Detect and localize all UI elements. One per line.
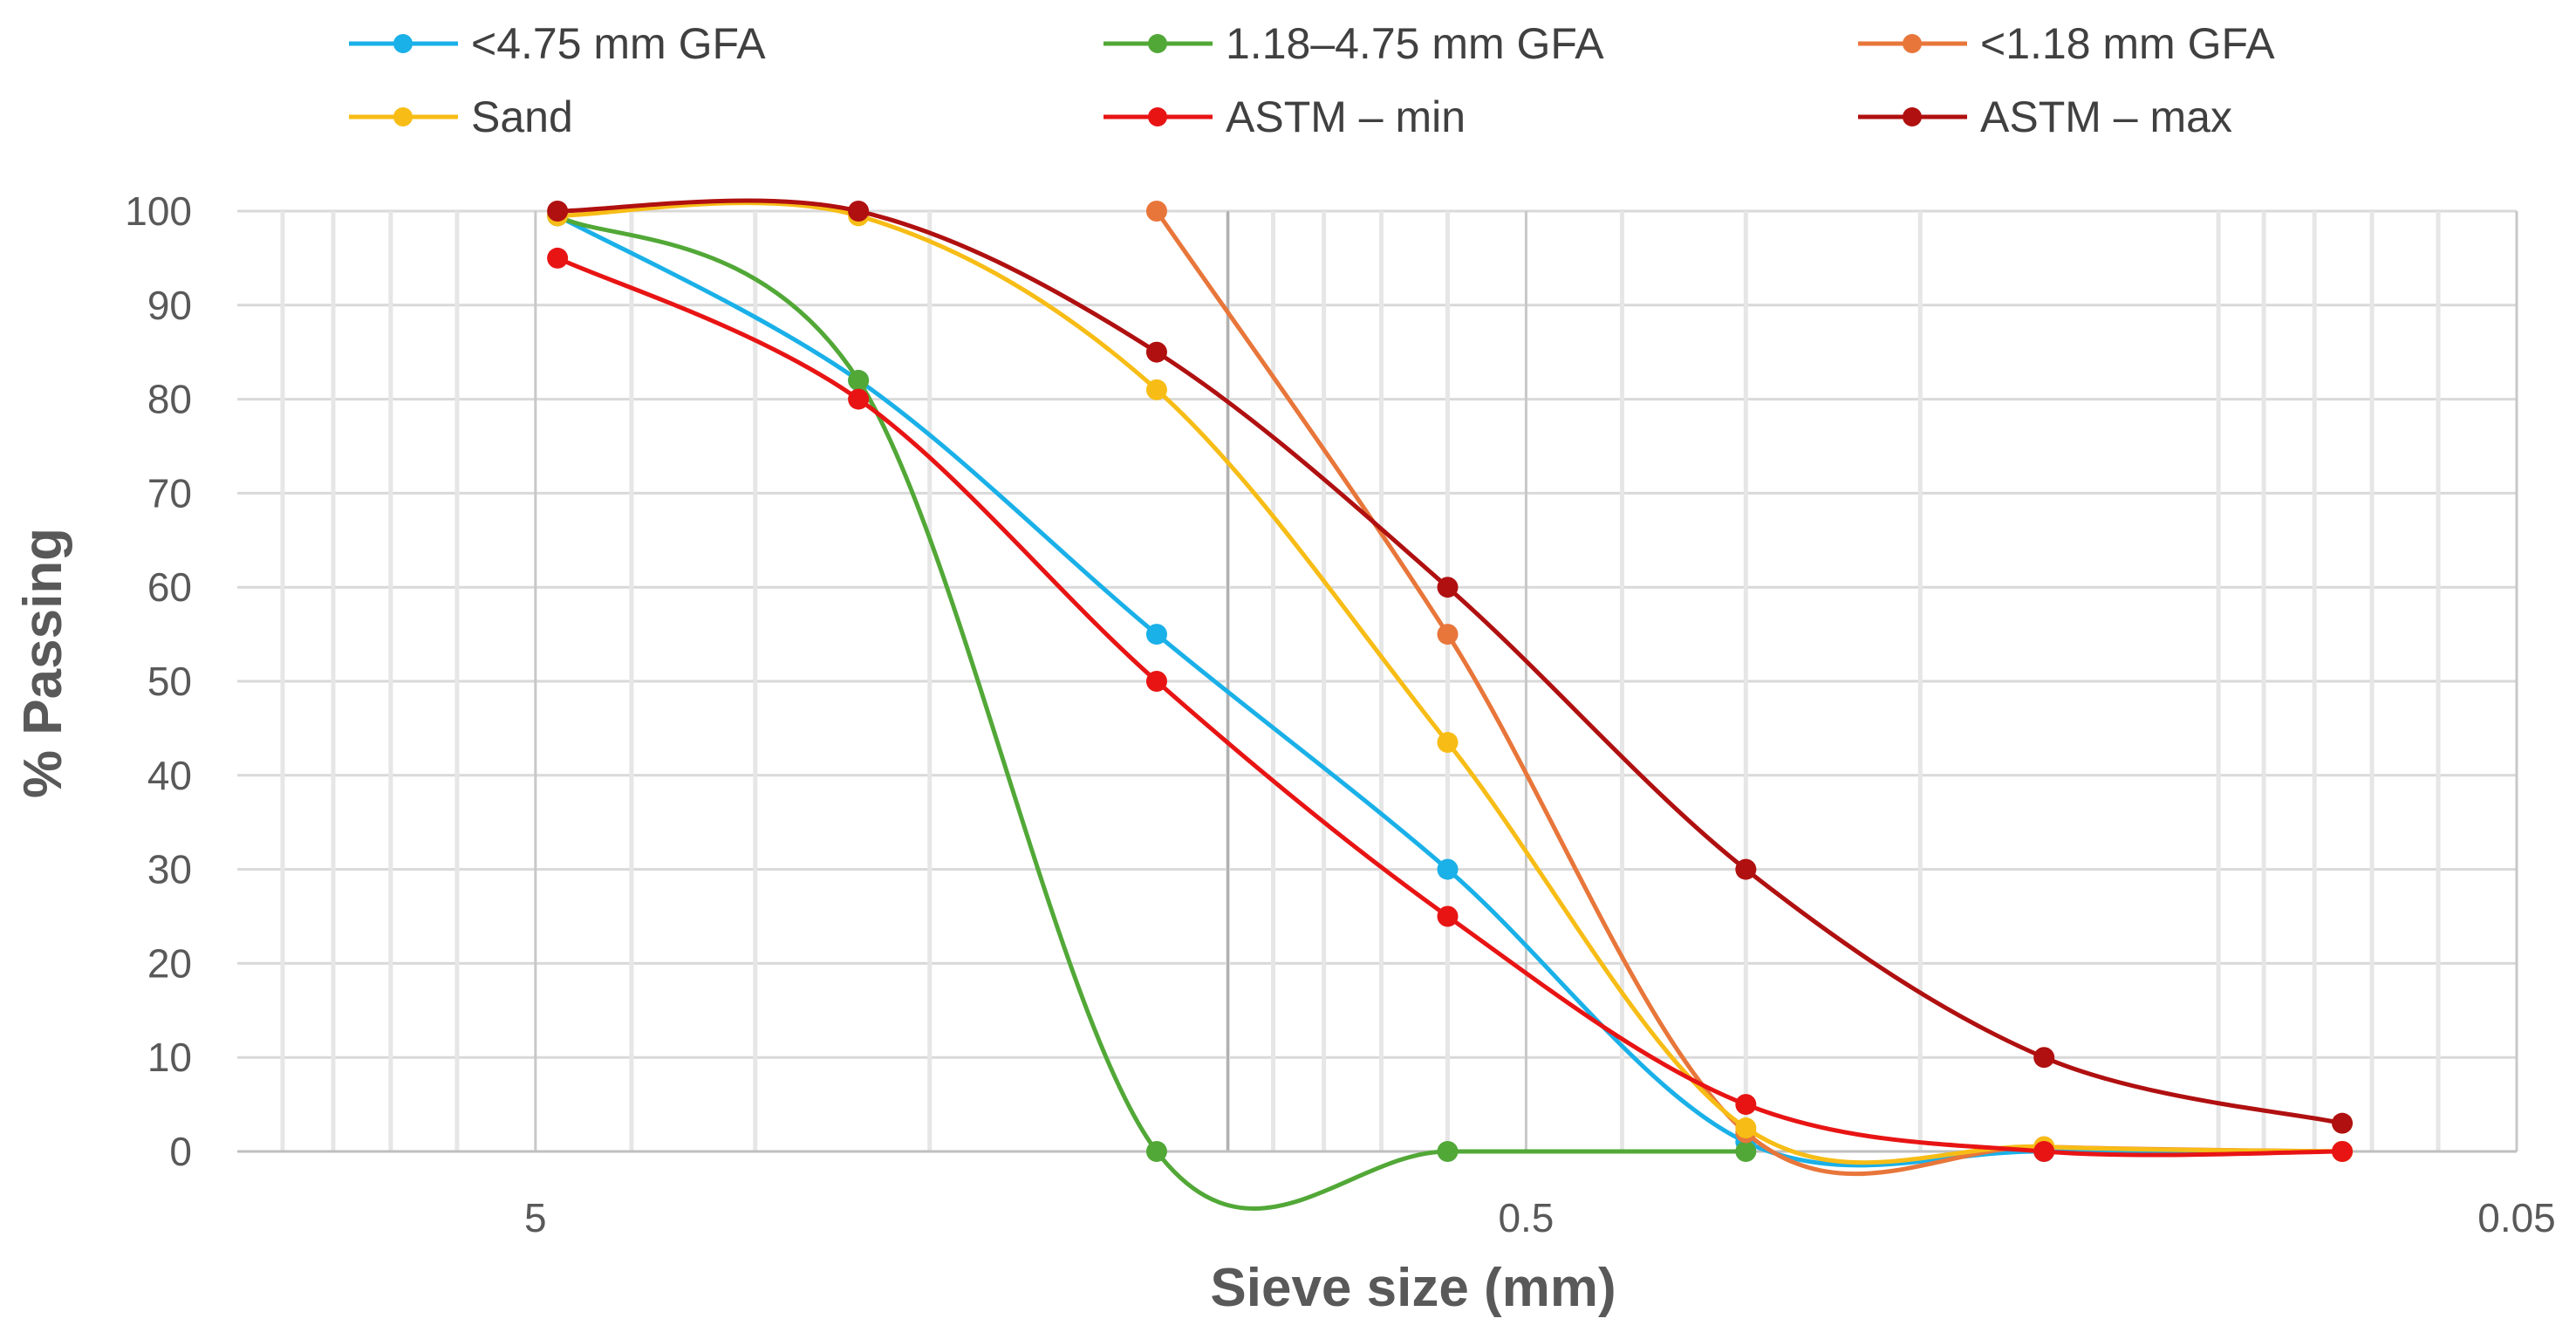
- legend-label: Sand: [471, 92, 573, 141]
- legend-item-astm-max: ASTM – max: [1858, 92, 2232, 141]
- legend-label: <1.18 mm GFA: [1980, 19, 2275, 68]
- data-point: [1437, 858, 1459, 880]
- data-point: [1437, 624, 1459, 646]
- data-point: [1437, 732, 1459, 754]
- y-tick-label: 100: [125, 188, 192, 234]
- data-point: [1145, 1141, 1167, 1162]
- x-axis-title: Sieve size (mm): [1210, 1258, 1616, 1318]
- data-point: [2033, 1141, 2055, 1162]
- series-astm-min: [547, 247, 2354, 1162]
- data-point: [1437, 577, 1459, 598]
- legend-label: 1.18–4.75 mm GFA: [1226, 19, 1604, 68]
- legend-item-astm-min: ASTM – min: [1104, 92, 1466, 141]
- series-astm-max: [547, 198, 2354, 1134]
- series-4-75-mm-gfa: [547, 205, 2354, 1168]
- y-tick-label: 40: [147, 753, 192, 798]
- y-tick-label: 90: [147, 283, 192, 328]
- grid-lines: [237, 209, 2518, 1153]
- legend-swatch-marker: [1148, 34, 1167, 53]
- data-point: [1735, 1141, 1757, 1162]
- y-tick-label: 70: [147, 470, 192, 516]
- legend-item-sand: Sand: [349, 92, 573, 141]
- data-point: [1145, 341, 1167, 363]
- data-point: [547, 201, 569, 222]
- data-point: [1145, 201, 1167, 222]
- legend-item-1-18-4-75-mm-gfa: 1.18–4.75 mm GFA: [1104, 19, 1604, 68]
- x-tick-label: 0.5: [1498, 1195, 1554, 1240]
- y-tick-label: 0: [169, 1129, 192, 1174]
- y-tick-label: 50: [147, 659, 192, 704]
- y-tick-label: 30: [147, 847, 192, 892]
- y-axis-title: % Passing: [13, 528, 73, 798]
- data-point: [848, 201, 870, 222]
- data-point: [547, 247, 569, 269]
- legend-swatch-marker: [1148, 107, 1167, 126]
- legend-label: <4.75 mm GFA: [471, 19, 766, 68]
- legend-label: ASTM – min: [1226, 92, 1466, 141]
- y-tick-label: 10: [147, 1035, 192, 1080]
- data-point: [1437, 905, 1459, 927]
- data-point: [2332, 1112, 2354, 1134]
- data-point: [2033, 1047, 2055, 1069]
- legend-label: ASTM – max: [1980, 92, 2232, 141]
- series-line: [555, 213, 1748, 1211]
- legend-swatch-marker: [1903, 34, 1922, 53]
- legend-swatch-marker: [393, 107, 413, 126]
- data-point: [1735, 1117, 1757, 1139]
- legend-item-1-18-mm-gfa: <1.18 mm GFA: [1858, 19, 2275, 68]
- legend-item-4-75-mm-gfa: <4.75 mm GFA: [349, 19, 766, 68]
- y-tick-label: 80: [147, 377, 192, 422]
- series-line: [555, 256, 2345, 1158]
- legend-swatch-marker: [393, 34, 413, 53]
- series-line: [555, 201, 2345, 1165]
- series-line: [1154, 208, 2345, 1177]
- x-tick-label: 0.05: [2477, 1195, 2556, 1240]
- y-tick-label: 20: [147, 940, 192, 986]
- series-1-18-mm-gfa: [1145, 201, 2354, 1177]
- legend-swatch-marker: [1903, 107, 1922, 126]
- data-point: [1735, 858, 1757, 880]
- data-point: [848, 388, 870, 410]
- data-point: [2332, 1141, 2354, 1162]
- data-point: [1145, 671, 1167, 692]
- data-point: [1145, 379, 1167, 400]
- x-tick-label: 5: [524, 1195, 547, 1240]
- y-tick-label: 60: [147, 564, 192, 610]
- series-lines: [547, 198, 2354, 1211]
- data-point: [1437, 1141, 1459, 1162]
- series-line: [555, 213, 2345, 1168]
- axes: 0 10 20 30 40 50 60 70 80 90 100 5 0.5 0.05: [125, 188, 2556, 1240]
- data-point: [848, 370, 870, 392]
- data-point: [1145, 624, 1167, 646]
- series-sand: [547, 201, 2354, 1165]
- data-point: [1735, 1094, 1757, 1116]
- legend: <4.75 mm GFA 1.18–4.75 mm GFA <1.18 mm GFA…: [349, 19, 2275, 141]
